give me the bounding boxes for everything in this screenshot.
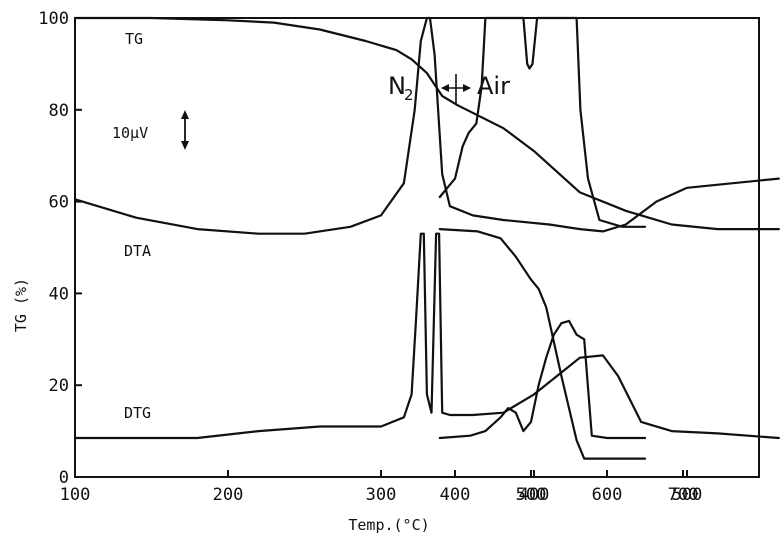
dtg-label: DTG xyxy=(124,404,151,422)
dta-label: DTA xyxy=(124,242,151,260)
dtg-air-curve xyxy=(438,319,647,440)
x-tick-label: 600 xyxy=(592,485,623,505)
y-tick-label: 80 xyxy=(49,101,69,121)
dtg-n2-curve xyxy=(73,232,780,440)
scale-label: 10μV xyxy=(112,124,148,142)
x-tick-label: 500 xyxy=(672,485,703,505)
y-tick-label: 60 xyxy=(49,193,69,213)
x-tick-label: 300 xyxy=(366,485,397,505)
chart-frame-group xyxy=(74,17,760,478)
scale-arrow-icon xyxy=(181,110,189,150)
tg-label: TG xyxy=(125,30,143,48)
curves xyxy=(73,16,780,460)
tg-air-curve xyxy=(438,228,647,460)
y-axis-label: TG (%) xyxy=(12,278,30,332)
x-tick-label: 400 xyxy=(519,485,550,505)
plot-frame xyxy=(74,17,760,478)
x-axis-label: Temp.(°C) xyxy=(348,516,429,534)
x-tick-label: 400 xyxy=(440,485,471,505)
x-tick-label: 100 xyxy=(60,485,91,505)
gas-n2-subscript: 2 xyxy=(404,86,414,104)
dta-n2-curve xyxy=(73,16,780,235)
tg-n2-curve xyxy=(73,16,780,231)
x-tick-label: 700 xyxy=(668,485,699,505)
dta-air-curve xyxy=(438,16,647,228)
x-tick-label: 200 xyxy=(213,485,244,505)
gas-n2-label: N xyxy=(388,72,406,100)
y-tick-label: 100 xyxy=(38,9,69,29)
y-tick-label: 20 xyxy=(49,376,69,396)
gas-air-label: Air xyxy=(477,72,510,100)
x-tick-label: 500 xyxy=(516,485,547,505)
switch-arrow-icon xyxy=(441,74,471,104)
y-tick-label: 0 xyxy=(59,468,69,488)
gas-switch-annotation: N 2 Air xyxy=(388,72,510,104)
y-tick-label: 40 xyxy=(49,284,69,304)
